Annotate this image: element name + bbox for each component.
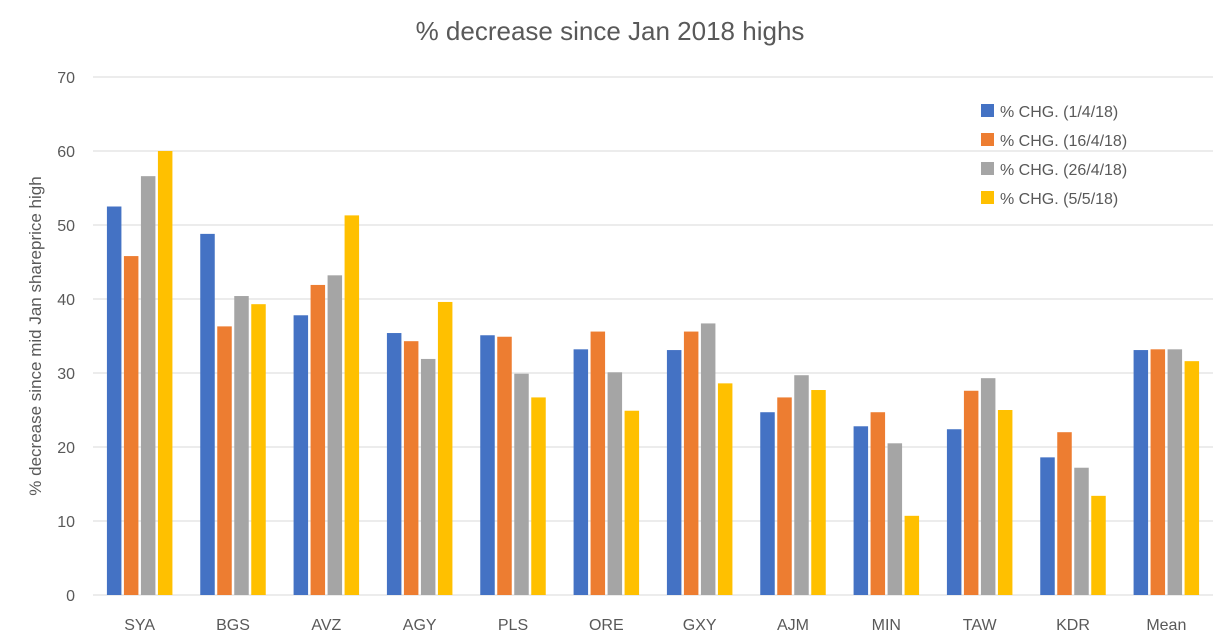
bar bbox=[1150, 349, 1166, 595]
legend-swatch bbox=[981, 162, 994, 175]
bar bbox=[980, 378, 996, 595]
bar bbox=[590, 331, 606, 595]
bar bbox=[437, 301, 453, 595]
bar bbox=[140, 176, 156, 595]
bar bbox=[666, 350, 682, 595]
bar bbox=[217, 326, 232, 595]
bar bbox=[811, 390, 826, 595]
x-tick-label: GXY bbox=[683, 617, 717, 634]
bar bbox=[870, 412, 886, 595]
bar bbox=[403, 341, 419, 595]
bar bbox=[497, 336, 512, 595]
bar bbox=[760, 412, 775, 595]
bar bbox=[327, 275, 343, 595]
bar bbox=[573, 349, 589, 595]
y-axis-label: % decrease since mid Jan shareprice high bbox=[26, 176, 45, 495]
legend-label: % CHG. (16/4/18) bbox=[1000, 133, 1127, 150]
bar bbox=[1133, 350, 1149, 595]
bar bbox=[310, 284, 326, 595]
x-tick-label: MIN bbox=[872, 617, 901, 634]
bar bbox=[514, 373, 529, 595]
y-tick-label: 10 bbox=[57, 514, 75, 531]
legend-swatch bbox=[981, 191, 994, 204]
bar bbox=[717, 383, 733, 595]
x-axis-ticks: SYA BGS AVZ AGY PLS ORE GXY AJM MIN TAW KDR Mean bbox=[124, 617, 1186, 634]
y-tick-label: 40 bbox=[57, 292, 75, 309]
x-tick-label: AVZ bbox=[311, 617, 341, 634]
bars bbox=[106, 151, 1200, 595]
bar bbox=[1091, 495, 1106, 595]
x-tick-label: PLS bbox=[498, 617, 528, 634]
bar bbox=[887, 443, 903, 595]
bar bbox=[624, 410, 640, 595]
bar bbox=[683, 331, 699, 595]
legend-label: % CHG. (5/5/18) bbox=[1000, 191, 1118, 208]
x-tick-label: AJM bbox=[777, 617, 809, 634]
x-tick-label: AGY bbox=[403, 617, 437, 634]
bar bbox=[963, 390, 979, 595]
bar bbox=[157, 151, 173, 595]
bar bbox=[946, 429, 962, 595]
bar bbox=[853, 426, 869, 595]
bar bbox=[997, 410, 1013, 595]
legend: % CHG. (1/4/18) % CHG. (16/4/18) % CHG. (2… bbox=[981, 104, 1127, 208]
bar bbox=[200, 233, 215, 595]
bar bbox=[700, 323, 716, 595]
legend-label: % CHG. (1/4/18) bbox=[1000, 104, 1118, 121]
bar bbox=[531, 397, 546, 595]
y-tick-label: 30 bbox=[57, 366, 75, 383]
bar bbox=[344, 215, 360, 595]
x-tick-label: ORE bbox=[589, 617, 624, 634]
y-tick-label: 70 bbox=[57, 70, 75, 87]
x-tick-label: TAW bbox=[963, 617, 998, 634]
x-tick-label: Mean bbox=[1146, 617, 1186, 634]
legend-label: % CHG. (26/4/18) bbox=[1000, 162, 1127, 179]
bar bbox=[251, 304, 266, 595]
bar bbox=[1184, 361, 1200, 595]
bar bbox=[1040, 457, 1055, 595]
bar bbox=[1167, 349, 1183, 595]
bar bbox=[904, 515, 920, 595]
bar bbox=[420, 358, 436, 595]
y-tick-label: 50 bbox=[57, 218, 75, 235]
bar bbox=[1074, 467, 1089, 595]
y-axis-ticks: 0 10 20 30 40 50 60 70 bbox=[57, 70, 75, 605]
bar bbox=[234, 296, 249, 595]
bar bbox=[794, 375, 809, 595]
bar bbox=[607, 372, 623, 595]
legend-swatch bbox=[981, 133, 994, 146]
chart-title: % decrease since Jan 2018 highs bbox=[416, 16, 805, 46]
x-tick-label: BGS bbox=[216, 617, 250, 634]
x-tick-label: KDR bbox=[1056, 617, 1090, 634]
bar bbox=[777, 397, 792, 595]
y-tick-label: 0 bbox=[66, 588, 75, 605]
gridlines bbox=[93, 76, 1213, 596]
bar bbox=[123, 256, 139, 595]
bar bbox=[386, 333, 402, 595]
y-tick-label: 60 bbox=[57, 144, 75, 161]
bar bbox=[106, 206, 122, 595]
bar bbox=[480, 335, 495, 595]
legend-swatch bbox=[981, 104, 994, 117]
x-tick-label: SYA bbox=[124, 617, 155, 634]
bar bbox=[293, 315, 309, 595]
bar bbox=[1057, 432, 1072, 595]
y-tick-label: 20 bbox=[57, 440, 75, 457]
